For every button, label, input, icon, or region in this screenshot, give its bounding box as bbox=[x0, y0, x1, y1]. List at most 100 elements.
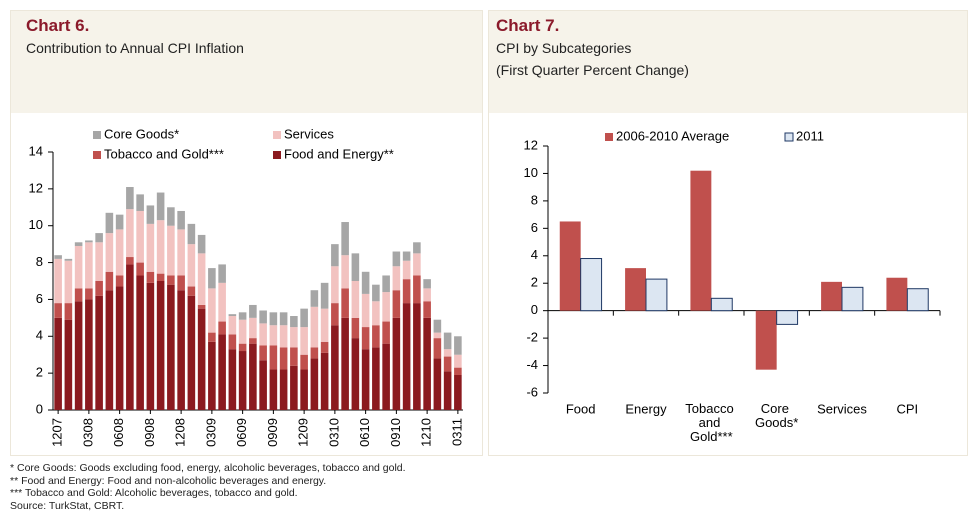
y-tick-label: 12 bbox=[29, 180, 43, 195]
footnotes: * Core Goods: Goods excluding food, ener… bbox=[10, 462, 406, 512]
bar-segment bbox=[126, 257, 134, 265]
legend-swatch bbox=[93, 151, 101, 159]
bar-segment bbox=[187, 295, 196, 410]
bar-segment bbox=[382, 292, 390, 322]
bar-segment bbox=[167, 275, 175, 285]
bar bbox=[559, 221, 581, 311]
bar-segment bbox=[279, 347, 288, 370]
bar-segment bbox=[382, 321, 390, 344]
x-tick-label: 1208 bbox=[173, 418, 188, 447]
bar-segment bbox=[156, 273, 165, 281]
bar-segment bbox=[156, 281, 165, 410]
bar-segment bbox=[423, 288, 431, 302]
bar bbox=[886, 277, 908, 311]
bar-segment bbox=[54, 258, 62, 304]
bar bbox=[625, 268, 646, 311]
label-line: and bbox=[699, 415, 724, 430]
bar bbox=[841, 286, 864, 312]
bar-segment bbox=[259, 310, 267, 324]
bar-segment bbox=[54, 255, 62, 259]
bar-segment bbox=[64, 303, 73, 320]
legend-label: Tobacco and Gold*** bbox=[104, 146, 224, 161]
bar-segment bbox=[341, 222, 349, 256]
legend-swatch bbox=[273, 131, 281, 139]
bar-segment bbox=[433, 358, 442, 410]
subtitle-line: CPI by Subcategories bbox=[496, 40, 632, 56]
bar-segment bbox=[320, 308, 329, 342]
bar-segment bbox=[167, 284, 175, 410]
bar-segment bbox=[218, 264, 226, 283]
bar-segment bbox=[218, 282, 226, 322]
bar-segment bbox=[433, 319, 442, 333]
bar-segment bbox=[95, 295, 103, 410]
bar-segment bbox=[105, 290, 114, 410]
bar-segment bbox=[105, 233, 114, 272]
bar-segment bbox=[249, 343, 257, 410]
legend-swatch bbox=[784, 132, 794, 142]
bar-segment bbox=[85, 288, 93, 300]
bar-segment bbox=[115, 286, 124, 410]
bar-segment bbox=[392, 266, 401, 291]
legend-swatch bbox=[605, 133, 613, 141]
bar-segment bbox=[259, 360, 267, 410]
y-tick-label: 4 bbox=[531, 247, 538, 262]
y-tick-label: 6 bbox=[531, 220, 538, 235]
bar-segment bbox=[310, 306, 319, 348]
bar-segment bbox=[300, 354, 308, 370]
bar-segment bbox=[74, 245, 83, 289]
y-tick-label: 14 bbox=[29, 143, 43, 158]
footnote: ** Food and Energy: Food and non-alcohol… bbox=[10, 474, 327, 487]
bar-segment bbox=[372, 301, 380, 326]
x-tick-label: 0909 bbox=[265, 418, 280, 447]
bar-segment bbox=[402, 251, 411, 261]
bar-segment bbox=[156, 220, 165, 274]
bar-segment bbox=[443, 349, 452, 357]
x-tick-label: 0309 bbox=[203, 418, 218, 447]
chart-subtitle: CPI by Subcategories (First Quarter Perc… bbox=[496, 37, 689, 81]
y-tick-label: 8 bbox=[531, 192, 538, 207]
bar-segment bbox=[228, 349, 237, 410]
footnote: Source: TurkStat, CBRT. bbox=[10, 499, 125, 512]
bar-segment bbox=[115, 214, 124, 230]
legend-label: 2006-2010 Average bbox=[616, 128, 729, 143]
bar-segment bbox=[126, 209, 134, 258]
bar-segment bbox=[423, 279, 431, 289]
bar-segment bbox=[454, 336, 462, 355]
y-tick-label: -2 bbox=[526, 330, 538, 345]
bar-segment bbox=[208, 288, 216, 333]
panel bbox=[488, 10, 968, 456]
legend-label: 2011 bbox=[796, 128, 824, 143]
x-tick-label: Services bbox=[817, 401, 867, 416]
bar-segment bbox=[279, 312, 288, 326]
bar-segment bbox=[300, 308, 308, 328]
bar-segment bbox=[74, 288, 83, 302]
footnote: * Core Goods: Goods excluding food, ener… bbox=[10, 462, 406, 474]
bar-segment bbox=[372, 284, 380, 302]
bar-segment bbox=[177, 290, 185, 410]
bar-segment bbox=[331, 325, 339, 410]
bar-segment bbox=[74, 242, 83, 246]
subtitle-line: (First Quarter Percent Change) bbox=[496, 62, 689, 78]
bar-segment bbox=[197, 304, 206, 309]
bar-segment bbox=[320, 352, 329, 410]
bar-segment bbox=[290, 365, 298, 410]
bar-segment bbox=[433, 338, 442, 359]
bar-segment bbox=[454, 367, 462, 375]
x-tick-label: 0610 bbox=[357, 418, 372, 447]
bar-segment bbox=[402, 279, 411, 304]
bar-segment bbox=[187, 244, 196, 287]
bar-segment bbox=[136, 194, 144, 211]
y-tick-label: 2 bbox=[531, 275, 538, 290]
bar bbox=[906, 288, 929, 312]
bar-segment bbox=[279, 325, 288, 348]
bar-segment bbox=[208, 332, 216, 342]
bar-segment bbox=[54, 317, 62, 410]
label-line: Goods* bbox=[755, 415, 798, 430]
bar-segment bbox=[64, 260, 73, 304]
bar-segment bbox=[269, 312, 278, 326]
bar-segment bbox=[238, 312, 247, 320]
bar-segment bbox=[279, 369, 288, 410]
header bbox=[11, 11, 482, 113]
